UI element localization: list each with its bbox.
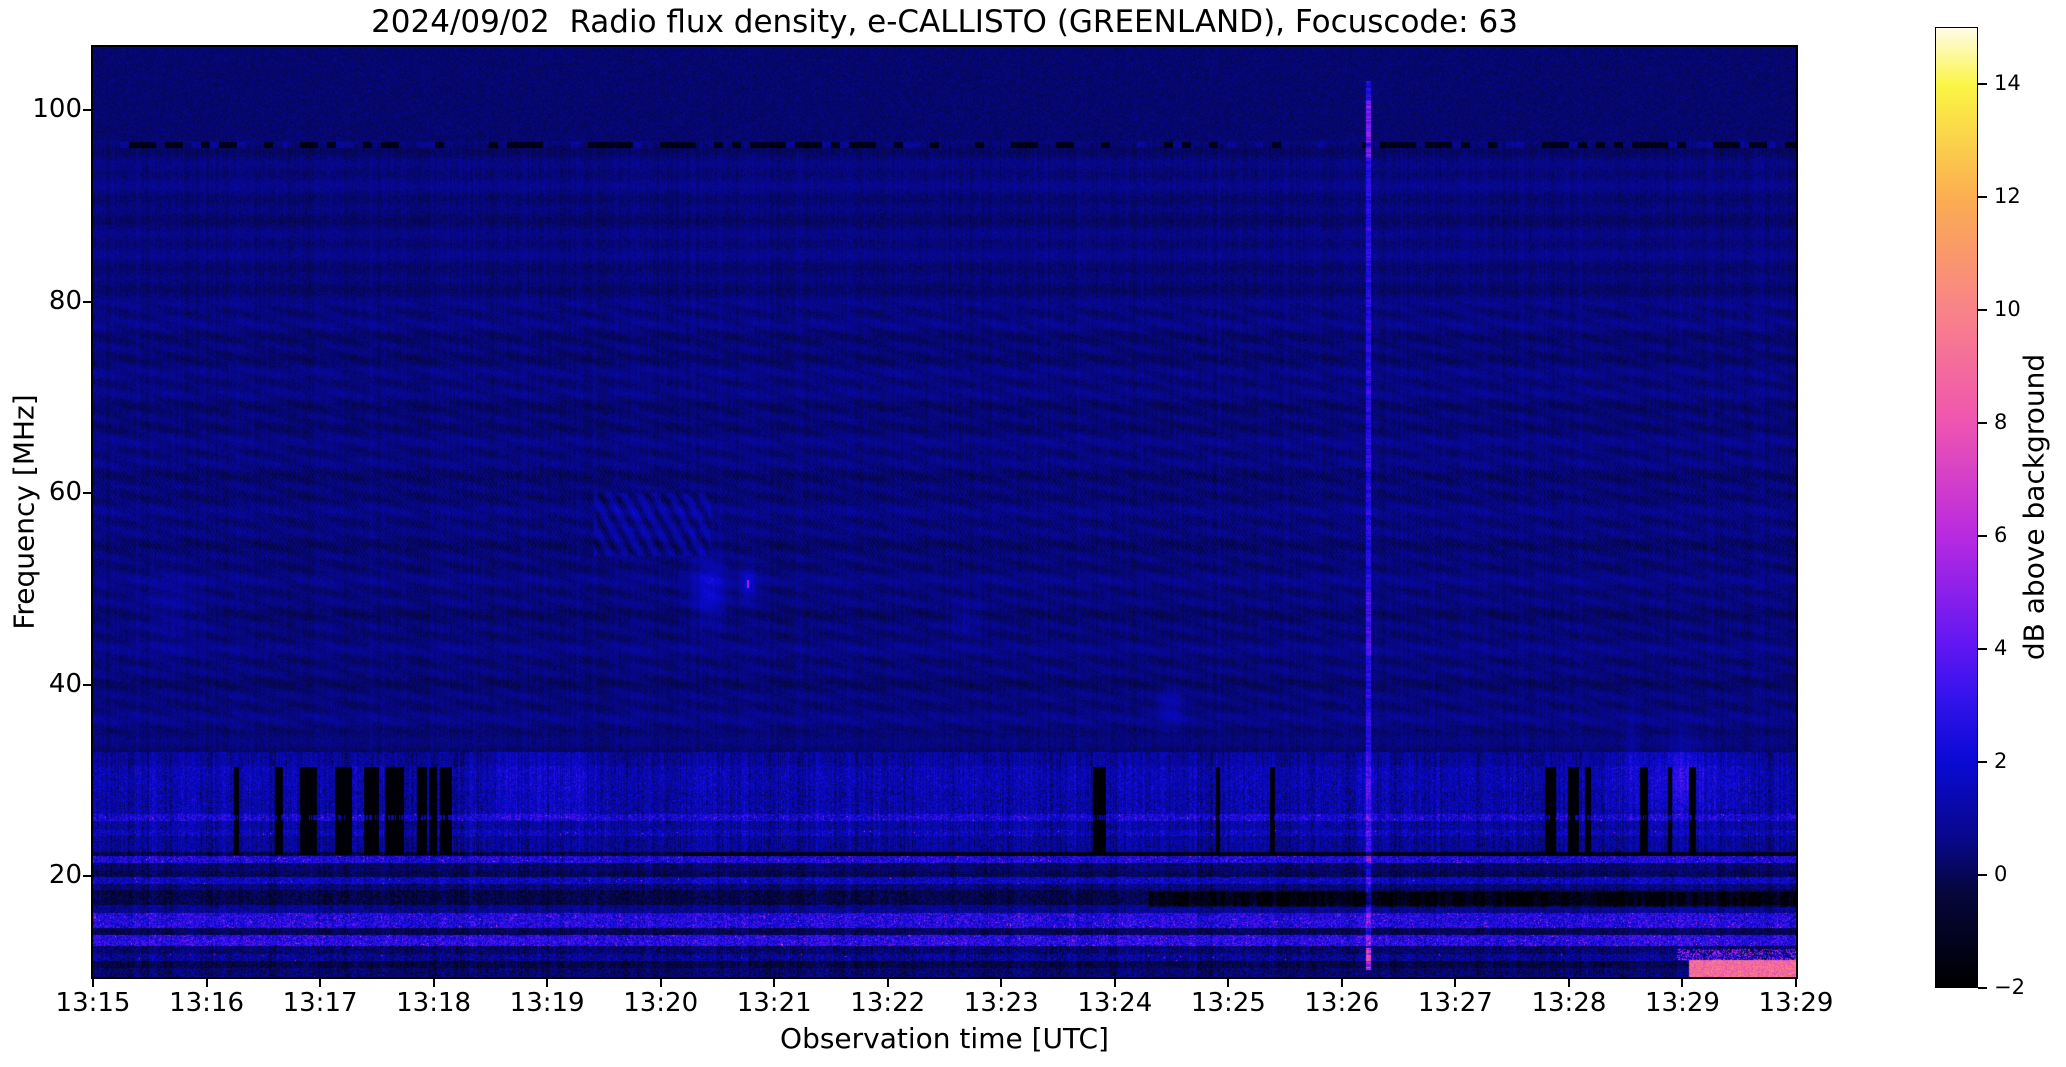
x-tick-label: 13:17 [282, 988, 358, 1018]
x-tick-label: 13:20 [623, 988, 699, 1018]
y-tick-label: 80 [48, 285, 82, 316]
x-tick-mark [1340, 979, 1343, 987]
x-tick-mark [1000, 979, 1003, 987]
x-tick-mark [432, 979, 435, 987]
x-tick-label: 13:19 [509, 988, 585, 1018]
y-tick-mark [83, 683, 91, 686]
x-tick-mark [773, 979, 776, 987]
colorbar-tick-label: 14 [1994, 70, 2021, 95]
colorbar-tick-mark [1978, 873, 1987, 876]
x-tick-label: 13:27 [1417, 988, 1493, 1018]
colorbar [1935, 27, 1978, 988]
colorbar-label: dB above background [2017, 353, 2051, 661]
y-axis-label: Frequency [MHz] [7, 394, 41, 630]
x-tick-label: 13:29 [1758, 988, 1834, 1018]
colorbar-tick-label: 4 [1994, 635, 2008, 660]
colorbar-tick-mark [1978, 308, 1987, 311]
colorbar-tick-label: 0 [1994, 861, 2008, 886]
colorbar-tick-mark [1978, 195, 1987, 198]
x-tick-mark [1567, 979, 1570, 987]
colorbar-tick-label: 2 [1994, 748, 2008, 773]
x-tick-mark [319, 979, 322, 987]
colorbar-tick-label: 8 [1994, 409, 2008, 434]
x-tick-mark [886, 979, 889, 987]
colorbar-tick-label: 6 [1994, 522, 2008, 547]
y-tick-mark [83, 300, 91, 303]
x-tick-mark [659, 979, 662, 987]
x-tick-label: 13:29 [1644, 988, 1720, 1018]
x-tick-label: 13:28 [1531, 988, 1607, 1018]
x-tick-mark [1454, 979, 1457, 987]
x-tick-mark [92, 979, 94, 987]
x-tick-mark [546, 979, 549, 987]
x-tick-label: 13:15 [55, 988, 131, 1018]
plot-area [91, 45, 1798, 979]
y-tick-mark [83, 109, 91, 112]
x-tick-label: 13:22 [850, 988, 926, 1018]
colorbar-tick-mark [1978, 987, 1987, 989]
y-tick-label: 100 [32, 94, 82, 125]
x-tick-label: 13:24 [1077, 988, 1153, 1018]
colorbar-tick-label: −2 [1994, 975, 2025, 999]
x-tick-mark [1795, 979, 1797, 987]
spectrogram-canvas [93, 47, 1796, 977]
colorbar-tick-mark [1978, 647, 1987, 650]
x-tick-label: 13:23 [963, 988, 1039, 1018]
y-tick-label: 20 [48, 860, 82, 891]
colorbar-tick-mark [1978, 421, 1987, 424]
x-tick-label: 13:26 [1304, 988, 1380, 1018]
colorbar-tick-mark [1978, 534, 1987, 537]
x-tick-label: 13:21 [736, 988, 812, 1018]
x-tick-label: 13:16 [169, 988, 244, 1018]
colorbar-tick-label: 10 [1994, 296, 2021, 321]
x-tick-mark [1681, 979, 1684, 987]
colorbar-tick-mark [1978, 82, 1987, 85]
y-tick-mark [83, 492, 91, 495]
figure-title: 2024/09/02 Radio flux density, e-CALLIST… [371, 4, 1518, 40]
y-tick-label: 40 [48, 668, 82, 699]
x-tick-mark [1227, 979, 1230, 987]
colorbar-tick-label: 12 [1994, 183, 2021, 208]
x-tick-mark [205, 979, 208, 987]
colorbar-tick-mark [1978, 760, 1987, 763]
x-tick-mark [1113, 979, 1116, 987]
y-tick-mark [83, 875, 91, 878]
x-axis-label: Observation time [UTC] [780, 1022, 1109, 1055]
y-tick-label: 60 [48, 477, 82, 508]
x-tick-label: 13:18 [396, 988, 472, 1018]
x-tick-label: 13:25 [1190, 988, 1266, 1018]
